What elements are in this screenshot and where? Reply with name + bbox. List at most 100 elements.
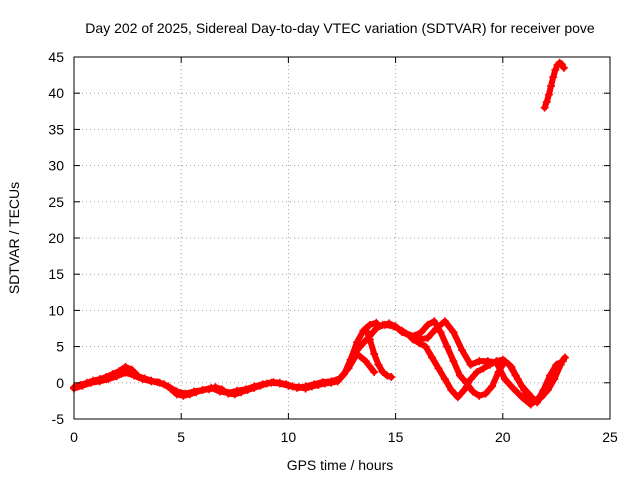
data-point: [95, 377, 104, 386]
x-axis-label: GPS time / hours: [287, 457, 394, 473]
data-point: [549, 73, 558, 82]
data-point: [380, 320, 389, 329]
data-point: [509, 384, 518, 393]
data-point: [383, 371, 392, 380]
y-tick-label: 25: [48, 194, 64, 210]
y-tick-label: 10: [48, 302, 64, 318]
series-track-b: [70, 349, 379, 398]
data-point: [365, 320, 374, 329]
data-point: [104, 375, 113, 384]
x-tick-label: 5: [177, 429, 185, 445]
data-point: [359, 338, 368, 347]
data-point: [374, 360, 383, 369]
data-point: [387, 373, 396, 382]
data-point: [378, 367, 387, 376]
data-point: [511, 371, 520, 380]
data-point: [455, 371, 464, 380]
y-tick-label: 0: [56, 375, 64, 391]
y-tick-label: 35: [48, 121, 64, 137]
data-point: [87, 378, 96, 387]
y-tick-label: 5: [56, 339, 64, 355]
y-tick-label: -5: [52, 411, 65, 427]
data-point: [327, 377, 336, 386]
data-point: [250, 382, 259, 391]
x-tick-label: 20: [495, 429, 511, 445]
data-point: [500, 375, 509, 384]
series-track-g: [540, 58, 568, 112]
data-point: [430, 317, 439, 326]
y-axis-label: SDTVAR / TECUs: [6, 182, 22, 294]
data-point: [421, 342, 430, 351]
data-point: [155, 378, 164, 387]
data-point: [559, 63, 568, 72]
data-point: [551, 66, 560, 75]
data-point: [479, 364, 488, 373]
data-point: [372, 324, 381, 333]
data-point: [78, 381, 87, 390]
grid-lines: [74, 57, 610, 419]
data-point: [537, 393, 546, 402]
data-point: [468, 387, 477, 396]
data-point: [258, 380, 267, 389]
y-tick-label: 30: [48, 158, 64, 174]
data-point: [318, 378, 327, 387]
data-point: [550, 375, 559, 384]
data-point: [547, 81, 556, 90]
data-point: [130, 371, 139, 380]
data-point: [181, 389, 190, 398]
data-point: [292, 383, 301, 392]
data-point: [190, 387, 199, 396]
data-point: [361, 324, 370, 333]
data-point: [370, 367, 379, 376]
data-point: [543, 386, 552, 395]
data-point: [440, 317, 449, 326]
data-point: [542, 97, 551, 106]
data-point: [423, 320, 432, 329]
data-point: [408, 335, 417, 344]
data-point: [518, 382, 527, 391]
data-point: [275, 379, 284, 388]
data-point: [556, 360, 565, 369]
axis-ticks: 0 5 10 15 20 25 -5 0 5 10 15 20 25 30 35 40 45: [48, 49, 618, 445]
data-point: [460, 386, 469, 395]
data-point: [473, 367, 482, 376]
data-point: [301, 382, 310, 391]
data-point: [241, 385, 250, 394]
data-point: [453, 393, 462, 402]
data-point: [434, 364, 443, 373]
data-point: [447, 386, 456, 395]
data-point: [492, 357, 501, 366]
data-point: [449, 328, 458, 337]
series-track-f: [361, 324, 396, 382]
data-point: [488, 382, 497, 391]
data-point: [417, 328, 426, 337]
data-point: [432, 324, 441, 333]
data-point: [361, 357, 370, 366]
data-point: [436, 328, 445, 337]
data-point: [335, 374, 344, 383]
data-point: [344, 364, 353, 373]
data-point: [518, 393, 527, 402]
data-point: [530, 396, 539, 405]
data-point: [481, 389, 490, 398]
series-track-e: [408, 335, 565, 405]
data-point: [353, 346, 362, 355]
data-point: [198, 386, 207, 395]
data-point: [526, 400, 535, 409]
data-point: [449, 357, 458, 366]
data-point: [207, 383, 216, 392]
y-tick-label: 15: [48, 266, 64, 282]
x-tick-label: 0: [70, 429, 78, 445]
x-tick-label: 15: [388, 429, 404, 445]
data-point: [440, 375, 449, 384]
data-point: [267, 378, 276, 387]
data-point: [443, 342, 452, 351]
data-point: [498, 355, 507, 364]
data-point: [284, 381, 293, 390]
data-point: [544, 90, 553, 99]
data-point: [389, 322, 398, 331]
data-point: [112, 372, 121, 381]
data-point: [232, 386, 241, 395]
